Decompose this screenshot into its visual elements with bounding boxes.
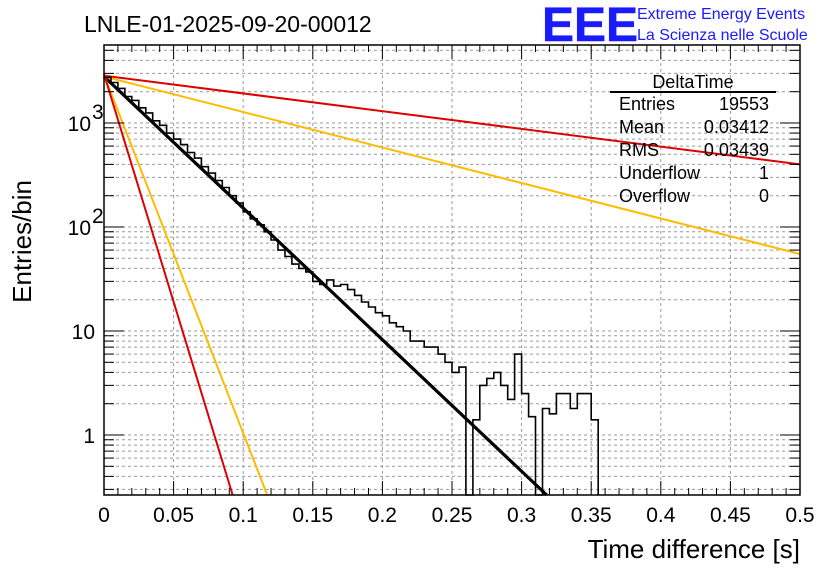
x-tick-label: 0 — [98, 504, 110, 527]
x-tick-label: 0.45 — [710, 504, 751, 527]
y-tick-exponent: 3 — [92, 101, 104, 124]
histogram-layer — [104, 76, 599, 496]
stats-title: DeltaTime — [652, 72, 733, 92]
logo-line2: La Scienza nelle Scuole — [637, 27, 808, 44]
eee-logo: EEE Extreme Energy Events La Scienza nel… — [542, 0, 808, 52]
stats-label: Overflow — [619, 186, 691, 206]
y-tick-label: 10 — [68, 113, 91, 136]
x-tick-label: 0.2 — [368, 504, 397, 527]
stats-value: 0.03412 — [704, 117, 769, 137]
y-axis-title: Entries/bin — [7, 180, 37, 303]
fit-line-rate-upper-1 — [103, 74, 801, 166]
chart-title: LNLE-01-2025-09-20-00012 — [84, 11, 372, 37]
stats-rows: Entries 19553 Mean 0.03412 RMS 0.03439Underfl… — [619, 94, 769, 206]
x-tick-label: 0.3 — [507, 504, 536, 527]
x-tick-label: 0.5 — [785, 504, 814, 527]
stats-value: 0.03439 — [704, 140, 769, 160]
histogram-outline — [104, 76, 599, 496]
grid — [103, 45, 801, 495]
fit-line-rate-lower-2 — [103, 73, 234, 496]
stats-value: 1 — [759, 163, 769, 183]
x-tick-label: 0.15 — [292, 504, 333, 527]
stats-value: 19553 — [719, 94, 769, 114]
stats-label: Entries — [619, 94, 675, 114]
stats-label: RMS — [619, 140, 659, 160]
y-tick-label: 10 — [72, 321, 95, 344]
x-tick-label: 0.05 — [153, 504, 194, 527]
stats-label: Mean — [619, 117, 664, 137]
fit-line-rate-lower-1 — [103, 74, 269, 496]
x-tick-labels: 0 0.05 0.1 0.15 0.2 0.25 0.3 0.35 0.4 0.45 0.5 — [98, 504, 814, 527]
x-tick-label: 0.1 — [229, 504, 258, 527]
x-axis-title: Time difference [s] — [588, 534, 800, 564]
x-tick-label: 0.25 — [432, 504, 473, 527]
stats-box: DeltaTime Entries 19553 Mean 0.03412 RMS 0.03… — [610, 72, 776, 206]
stats-label: Underflow — [619, 163, 701, 183]
y-tick-label: 1 — [83, 425, 95, 448]
y-tick-label: 10 — [68, 217, 91, 240]
stats-value: 0 — [759, 186, 769, 206]
fit-line-rate-upper-2 — [103, 75, 801, 255]
logo-eee: EEE — [542, 0, 638, 52]
logo-line1: Extreme Energy Events — [637, 6, 805, 23]
y-tick-exponent: 2 — [92, 205, 104, 228]
axis-ticks — [103, 45, 801, 495]
x-tick-label: 0.35 — [571, 504, 612, 527]
x-tick-label: 0.4 — [646, 504, 676, 527]
